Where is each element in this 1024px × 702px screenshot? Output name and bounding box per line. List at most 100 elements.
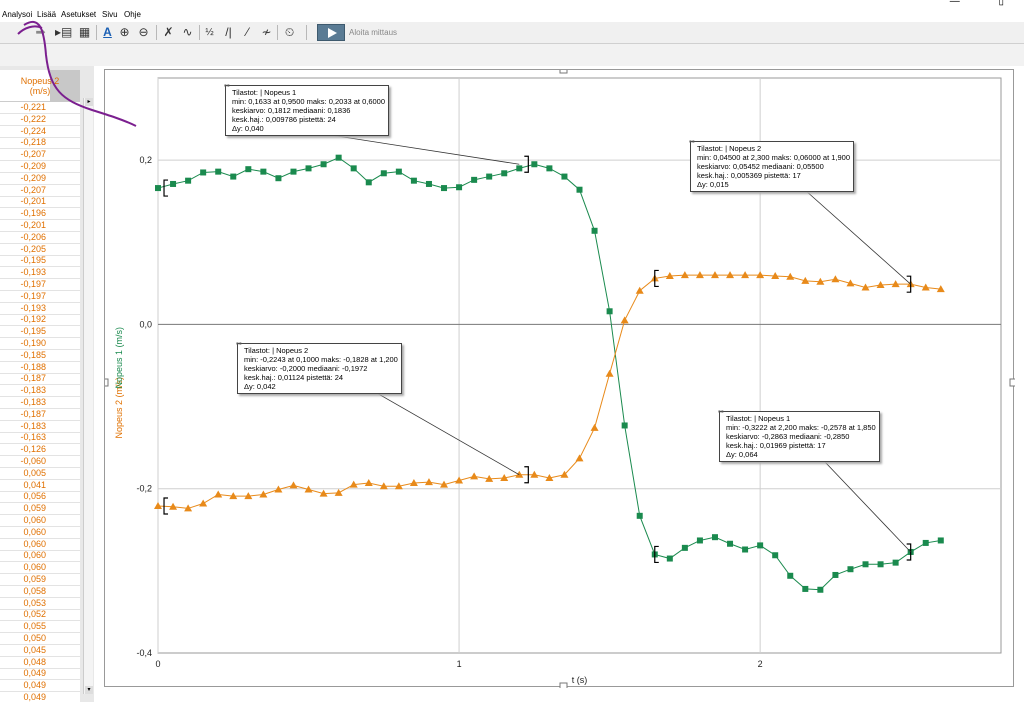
menu-sivu[interactable]: Sivu bbox=[102, 10, 118, 19]
restore-icon[interactable]: ▯ bbox=[998, 0, 1004, 7]
zoom-out-icon[interactable]: ⊖ bbox=[138, 25, 149, 39]
callout-menu-icon[interactable]: ▪▪ bbox=[689, 137, 695, 146]
callout-menu-icon[interactable]: ▪▪ bbox=[224, 81, 230, 90]
table-body: -0,221 -0,222 -0,224 -0,218 -0,207 -0,209 -0,2… bbox=[0, 102, 80, 702]
data-point bbox=[244, 492, 253, 500]
graph-frame[interactable]: 0 1 2 0,2 0,0 -0,2 -0,4 t (s) Nopeus 2 (m/s) Nope… bbox=[104, 69, 1015, 688]
table-cell[interactable]: -0,222 bbox=[0, 114, 80, 126]
table-cell[interactable]: 0,059 bbox=[0, 574, 80, 586]
table-cell[interactable]: 0,045 bbox=[0, 645, 80, 657]
stats-callout-3[interactable]: ▪▪ Tilastot: | Nopeus 2 min: -0,2243 at … bbox=[236, 339, 402, 394]
table-cell[interactable]: 0,060 bbox=[0, 527, 80, 539]
table-header[interactable]: Nopeus 2 (m/s) bbox=[0, 70, 80, 102]
table-cell[interactable]: -0,183 bbox=[0, 385, 80, 398]
x-tick-label: 0 bbox=[155, 659, 160, 669]
table-cell[interactable]: -0,197 bbox=[0, 279, 80, 291]
table-cell[interactable]: -0,206 bbox=[0, 232, 80, 244]
table-cell[interactable]: -0,193 bbox=[0, 267, 80, 280]
table-cell[interactable]: 0,055 bbox=[0, 621, 80, 634]
menu-ohje[interactable]: Ohje bbox=[124, 10, 141, 19]
y-tick-label: -0,4 bbox=[136, 648, 152, 658]
insert-column-icon[interactable]: ▸▤ bbox=[55, 25, 73, 39]
menu-analysoi[interactable]: Analysoi bbox=[2, 10, 33, 19]
autoscale-icon[interactable]: A bbox=[103, 25, 112, 39]
table-cell[interactable]: -0,218 bbox=[0, 137, 80, 150]
data-collection-icon[interactable]: ⏲ bbox=[284, 25, 295, 39]
data-point bbox=[274, 485, 283, 493]
table-cell[interactable]: -0,201 bbox=[0, 220, 80, 232]
table-cell[interactable]: -0,195 bbox=[0, 326, 80, 339]
scroll-up-icon[interactable]: ▸ bbox=[85, 98, 93, 106]
table-cell[interactable]: 0,060 bbox=[0, 515, 80, 527]
data-point bbox=[606, 308, 613, 315]
minimize-icon[interactable]: — bbox=[949, 0, 960, 7]
table-cell[interactable]: -0,205 bbox=[0, 244, 80, 256]
table-cell[interactable]: 0,041 bbox=[0, 480, 80, 492]
data-point bbox=[862, 561, 869, 568]
table-cell[interactable]: 0,049 bbox=[0, 692, 80, 702]
table-cell[interactable]: 0,053 bbox=[0, 598, 80, 610]
table-cell[interactable]: -0,163 bbox=[0, 432, 80, 445]
table-cell[interactable]: 0,059 bbox=[0, 503, 80, 516]
data-point bbox=[620, 316, 629, 324]
table-cell[interactable]: 0,060 bbox=[0, 550, 80, 563]
linear-fit-icon[interactable]: ⁄ bbox=[246, 25, 249, 39]
table-cell[interactable]: -0,183 bbox=[0, 397, 80, 409]
callout-menu-icon[interactable]: ▪▪ bbox=[236, 339, 242, 348]
callout-minmax: min: 0,04500 at 2,300 maks: 0,06000 at 1… bbox=[697, 153, 851, 162]
table-cell[interactable]: -0,207 bbox=[0, 149, 80, 162]
table-cell[interactable]: 0,005 bbox=[0, 468, 80, 480]
data-point bbox=[441, 185, 448, 192]
table-cell[interactable]: 0,052 bbox=[0, 609, 80, 622]
table-cell[interactable]: -0,187 bbox=[0, 409, 80, 421]
table-cell[interactable]: 0,060 bbox=[0, 562, 80, 575]
data-point bbox=[425, 180, 432, 187]
data-point bbox=[410, 177, 417, 184]
table-cell[interactable]: -0,060 bbox=[0, 456, 80, 468]
table-cell[interactable]: -0,190 bbox=[0, 338, 80, 350]
data-point bbox=[726, 271, 735, 279]
table-cell[interactable]: -0,197 bbox=[0, 291, 80, 303]
stats-callout-1[interactable]: ▪▪ Tilastot: | Nopeus 1 min: 0,1633 at 0… bbox=[224, 81, 390, 136]
table-cell[interactable]: 0,048 bbox=[0, 657, 80, 669]
table-cell[interactable]: -0,183 bbox=[0, 421, 80, 433]
table-cell[interactable]: -0,195 bbox=[0, 255, 80, 268]
table-scrollbar[interactable]: ▸ ▾ bbox=[83, 98, 93, 694]
integral-icon[interactable]: ½ bbox=[205, 27, 214, 38]
scroll-down-icon[interactable]: ▾ bbox=[85, 686, 93, 694]
curve-fit-icon[interactable]: ≁ bbox=[261, 25, 272, 39]
table-cell[interactable]: -0,209 bbox=[0, 173, 80, 185]
menu-asetukset[interactable]: Asetukset bbox=[61, 10, 97, 19]
examine-icon[interactable]: ✗ bbox=[163, 25, 174, 39]
zoom-in-icon[interactable]: ⊕ bbox=[119, 25, 130, 39]
statistics-icon[interactable]: /| bbox=[225, 25, 232, 39]
table-cell[interactable]: 0,058 bbox=[0, 586, 80, 598]
table-cell[interactable]: -0,221 bbox=[0, 102, 80, 114]
next-arrow-icon[interactable]: ➡ bbox=[35, 25, 46, 39]
table-cell[interactable]: -0,224 bbox=[0, 126, 80, 138]
table-cell[interactable]: -0,196 bbox=[0, 208, 80, 221]
table-cell[interactable]: -0,207 bbox=[0, 185, 80, 197]
calculator-icon[interactable]: ▦ bbox=[78, 25, 91, 39]
stats-callout-4[interactable]: ▪▪ Tilastot: | Nopeus 1 min: -0,3222 at … bbox=[718, 407, 880, 462]
table-cell[interactable]: -0,187 bbox=[0, 373, 80, 386]
table-cell[interactable]: 0,049 bbox=[0, 680, 80, 693]
menu-lisaa[interactable]: Lisää bbox=[37, 10, 57, 19]
table-cell[interactable]: 0,050 bbox=[0, 633, 80, 645]
table-cell[interactable]: -0,209 bbox=[0, 161, 80, 173]
table-cell[interactable]: -0,201 bbox=[0, 196, 80, 209]
stats-callout-2[interactable]: ▪▪ Tilastot: | Nopeus 2 min: 0,04500 at … bbox=[689, 137, 855, 192]
callout-menu-icon[interactable]: ▪▪ bbox=[718, 407, 724, 416]
table-cell[interactable]: 0,056 bbox=[0, 491, 80, 504]
table-cell[interactable]: -0,192 bbox=[0, 314, 80, 327]
table-cell[interactable]: -0,188 bbox=[0, 362, 80, 374]
table-cell[interactable]: -0,185 bbox=[0, 350, 80, 362]
tangent-icon[interactable]: ∿ bbox=[182, 25, 193, 39]
data-point bbox=[936, 285, 945, 293]
table-cell[interactable]: -0,126 bbox=[0, 444, 80, 457]
callout-mean: keskiarvo: -0,2000 mediaani: -0,1972 bbox=[244, 364, 368, 373]
table-cell[interactable]: 0,049 bbox=[0, 668, 80, 681]
table-cell[interactable]: 0,060 bbox=[0, 539, 80, 551]
collect-button[interactable] bbox=[317, 24, 345, 41]
table-cell[interactable]: -0,193 bbox=[0, 303, 80, 315]
